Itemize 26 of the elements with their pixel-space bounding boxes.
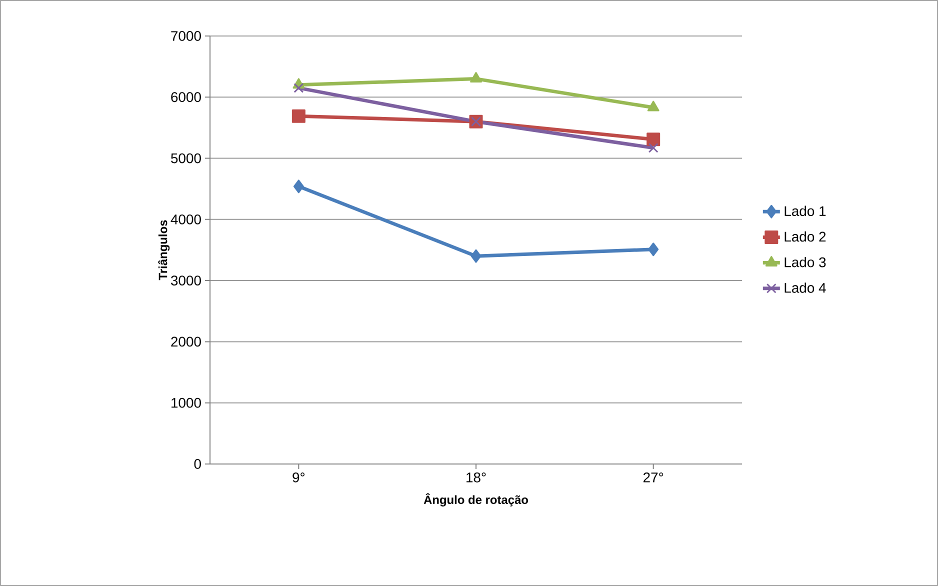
y-tick-label: 3000 — [170, 276, 201, 286]
y-tick-label: 0 — [194, 459, 201, 469]
y-axis-title: Triângulos — [158, 220, 170, 280]
y-tick-label: 6000 — [171, 92, 201, 102]
point — [470, 249, 482, 263]
legend-label: Lado 1 — [784, 206, 826, 216]
point — [294, 82, 304, 93]
x-tick-label: 9° — [292, 472, 304, 482]
y-tick-label: 4000 — [170, 214, 201, 224]
point — [648, 242, 659, 256]
y-tick-label: 2000 — [171, 336, 201, 347]
legend-label: Lado 3 — [784, 256, 826, 268]
point — [293, 180, 304, 194]
point — [647, 100, 660, 112]
point — [646, 132, 660, 146]
x-axis-title: Ângulo de rotação — [424, 493, 528, 506]
point — [648, 142, 658, 153]
x-tick-label: 18° — [466, 472, 486, 482]
y-tick-label: 5000 — [171, 153, 201, 164]
x-tick-label: 27° — [644, 472, 664, 482]
y-tick-label: 7000 — [171, 31, 201, 41]
point — [470, 72, 482, 83]
legend-label: Lado 2 — [784, 231, 826, 242]
legend-label: Lado 4 — [784, 282, 826, 293]
point — [292, 109, 306, 123]
y-tick-label: 1000 — [172, 398, 201, 408]
